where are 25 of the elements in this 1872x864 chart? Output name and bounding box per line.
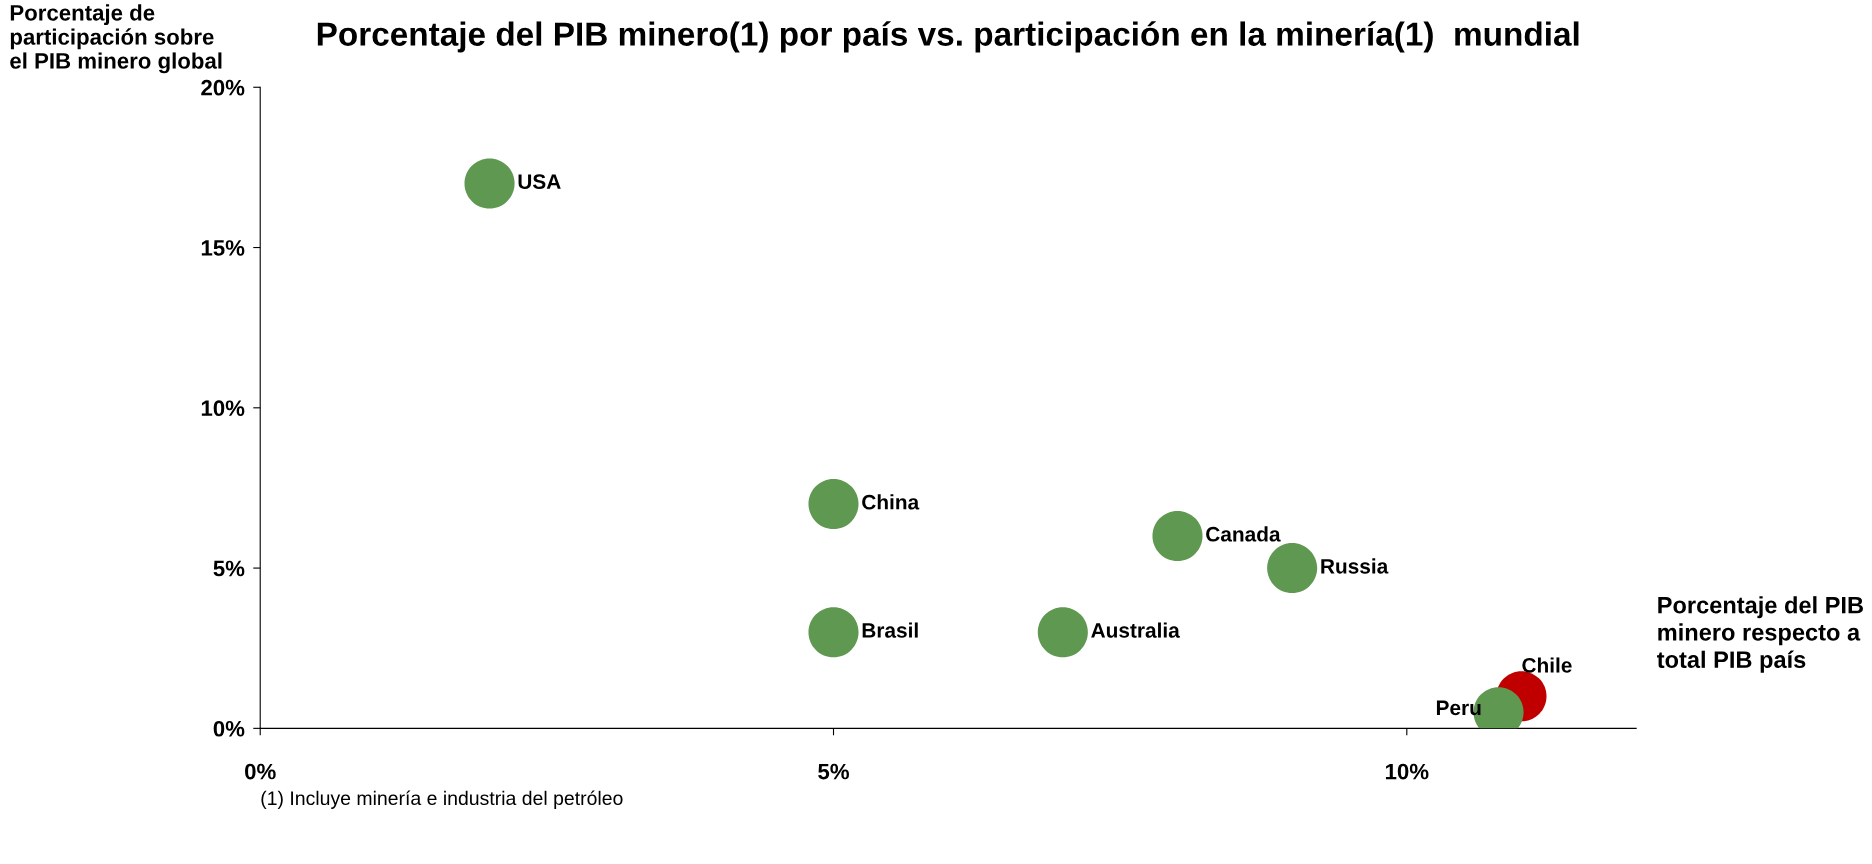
point — [808, 478, 859, 530]
y-tick-label: 15% — [201, 240, 245, 256]
chart-title: Porcentaje del PIB minero(1) por país vs. participación en la minería(1) mundial — [317, 21, 1579, 53]
x-tick-label: 0% — [245, 763, 276, 780]
series-label: USA — [518, 174, 561, 190]
series-label: Russia — [1321, 558, 1389, 574]
point — [1152, 510, 1203, 562]
x-tick-label: 5% — [818, 763, 849, 780]
series-label: China — [862, 494, 920, 510]
y-axis-title: Porcentaje de participación sobre el PIB minero global — [10, 4, 222, 74]
point — [1267, 543, 1318, 594]
series-label: Brasil — [862, 622, 918, 638]
text: (1) Incluye minería e industria del petróleo — [261, 790, 623, 809]
x-tick-label: 10% — [1385, 763, 1429, 780]
y-tick-label: 5% — [213, 560, 245, 577]
point — [808, 607, 859, 658]
series-label: Chile — [1522, 657, 1572, 673]
y-tick-label: 20% — [201, 79, 245, 96]
y-tick-label: 0% — [213, 720, 245, 737]
point — [1037, 607, 1088, 658]
series-label: Canada — [1206, 526, 1281, 542]
y-tick-label: 10% — [201, 400, 245, 417]
series-label: Australia — [1091, 622, 1180, 638]
point — [464, 158, 515, 209]
x-axis-title: Porcentaje del PIB minero respecto a total PIB país — [1657, 596, 1863, 673]
